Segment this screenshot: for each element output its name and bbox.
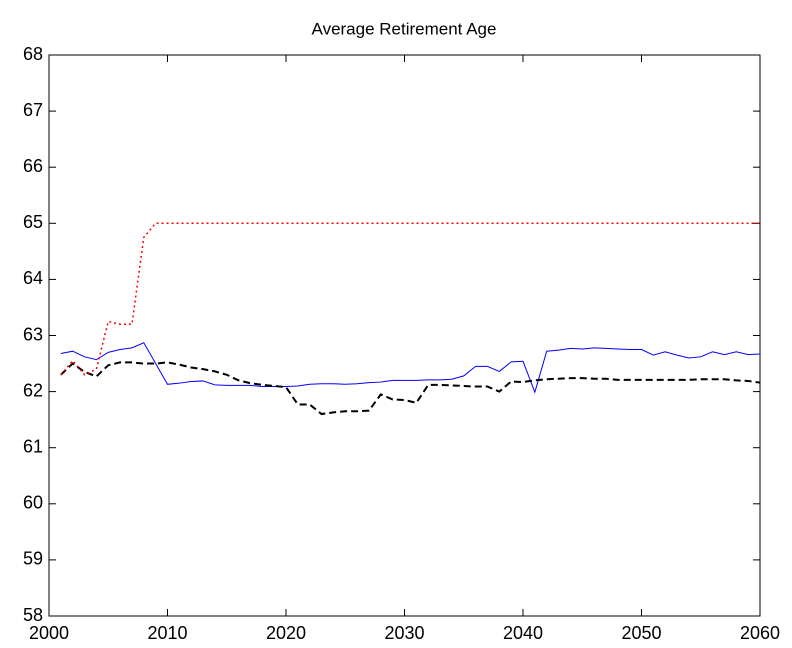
y-tick-label: 68 xyxy=(23,44,43,64)
series-line xyxy=(60,361,761,416)
series-line xyxy=(60,342,761,394)
y-tick-label: 65 xyxy=(23,212,43,232)
x-tick-label: 2030 xyxy=(384,623,424,643)
x-tick-label: 2060 xyxy=(740,623,780,643)
x-tick-label: 2050 xyxy=(621,623,661,643)
x-tick-label: 2020 xyxy=(266,623,306,643)
y-tick-label: 58 xyxy=(23,605,43,625)
y-tick-label: 61 xyxy=(23,436,43,456)
y-tick-label: 67 xyxy=(23,100,43,120)
y-tick-label: 60 xyxy=(23,493,43,513)
y-tick-label: 62 xyxy=(23,380,43,400)
y-tick-label: 66 xyxy=(23,156,43,176)
series-line xyxy=(60,222,760,376)
x-tick-label: 2040 xyxy=(503,623,543,643)
y-tick-label: 59 xyxy=(23,549,43,569)
x-tick-label: 2010 xyxy=(147,623,187,643)
y-tick-label: 63 xyxy=(23,324,43,344)
y-tick-label: 64 xyxy=(23,268,43,288)
chart-title: Average Retirement Age xyxy=(312,19,497,38)
x-tick-label: 2000 xyxy=(29,623,69,643)
